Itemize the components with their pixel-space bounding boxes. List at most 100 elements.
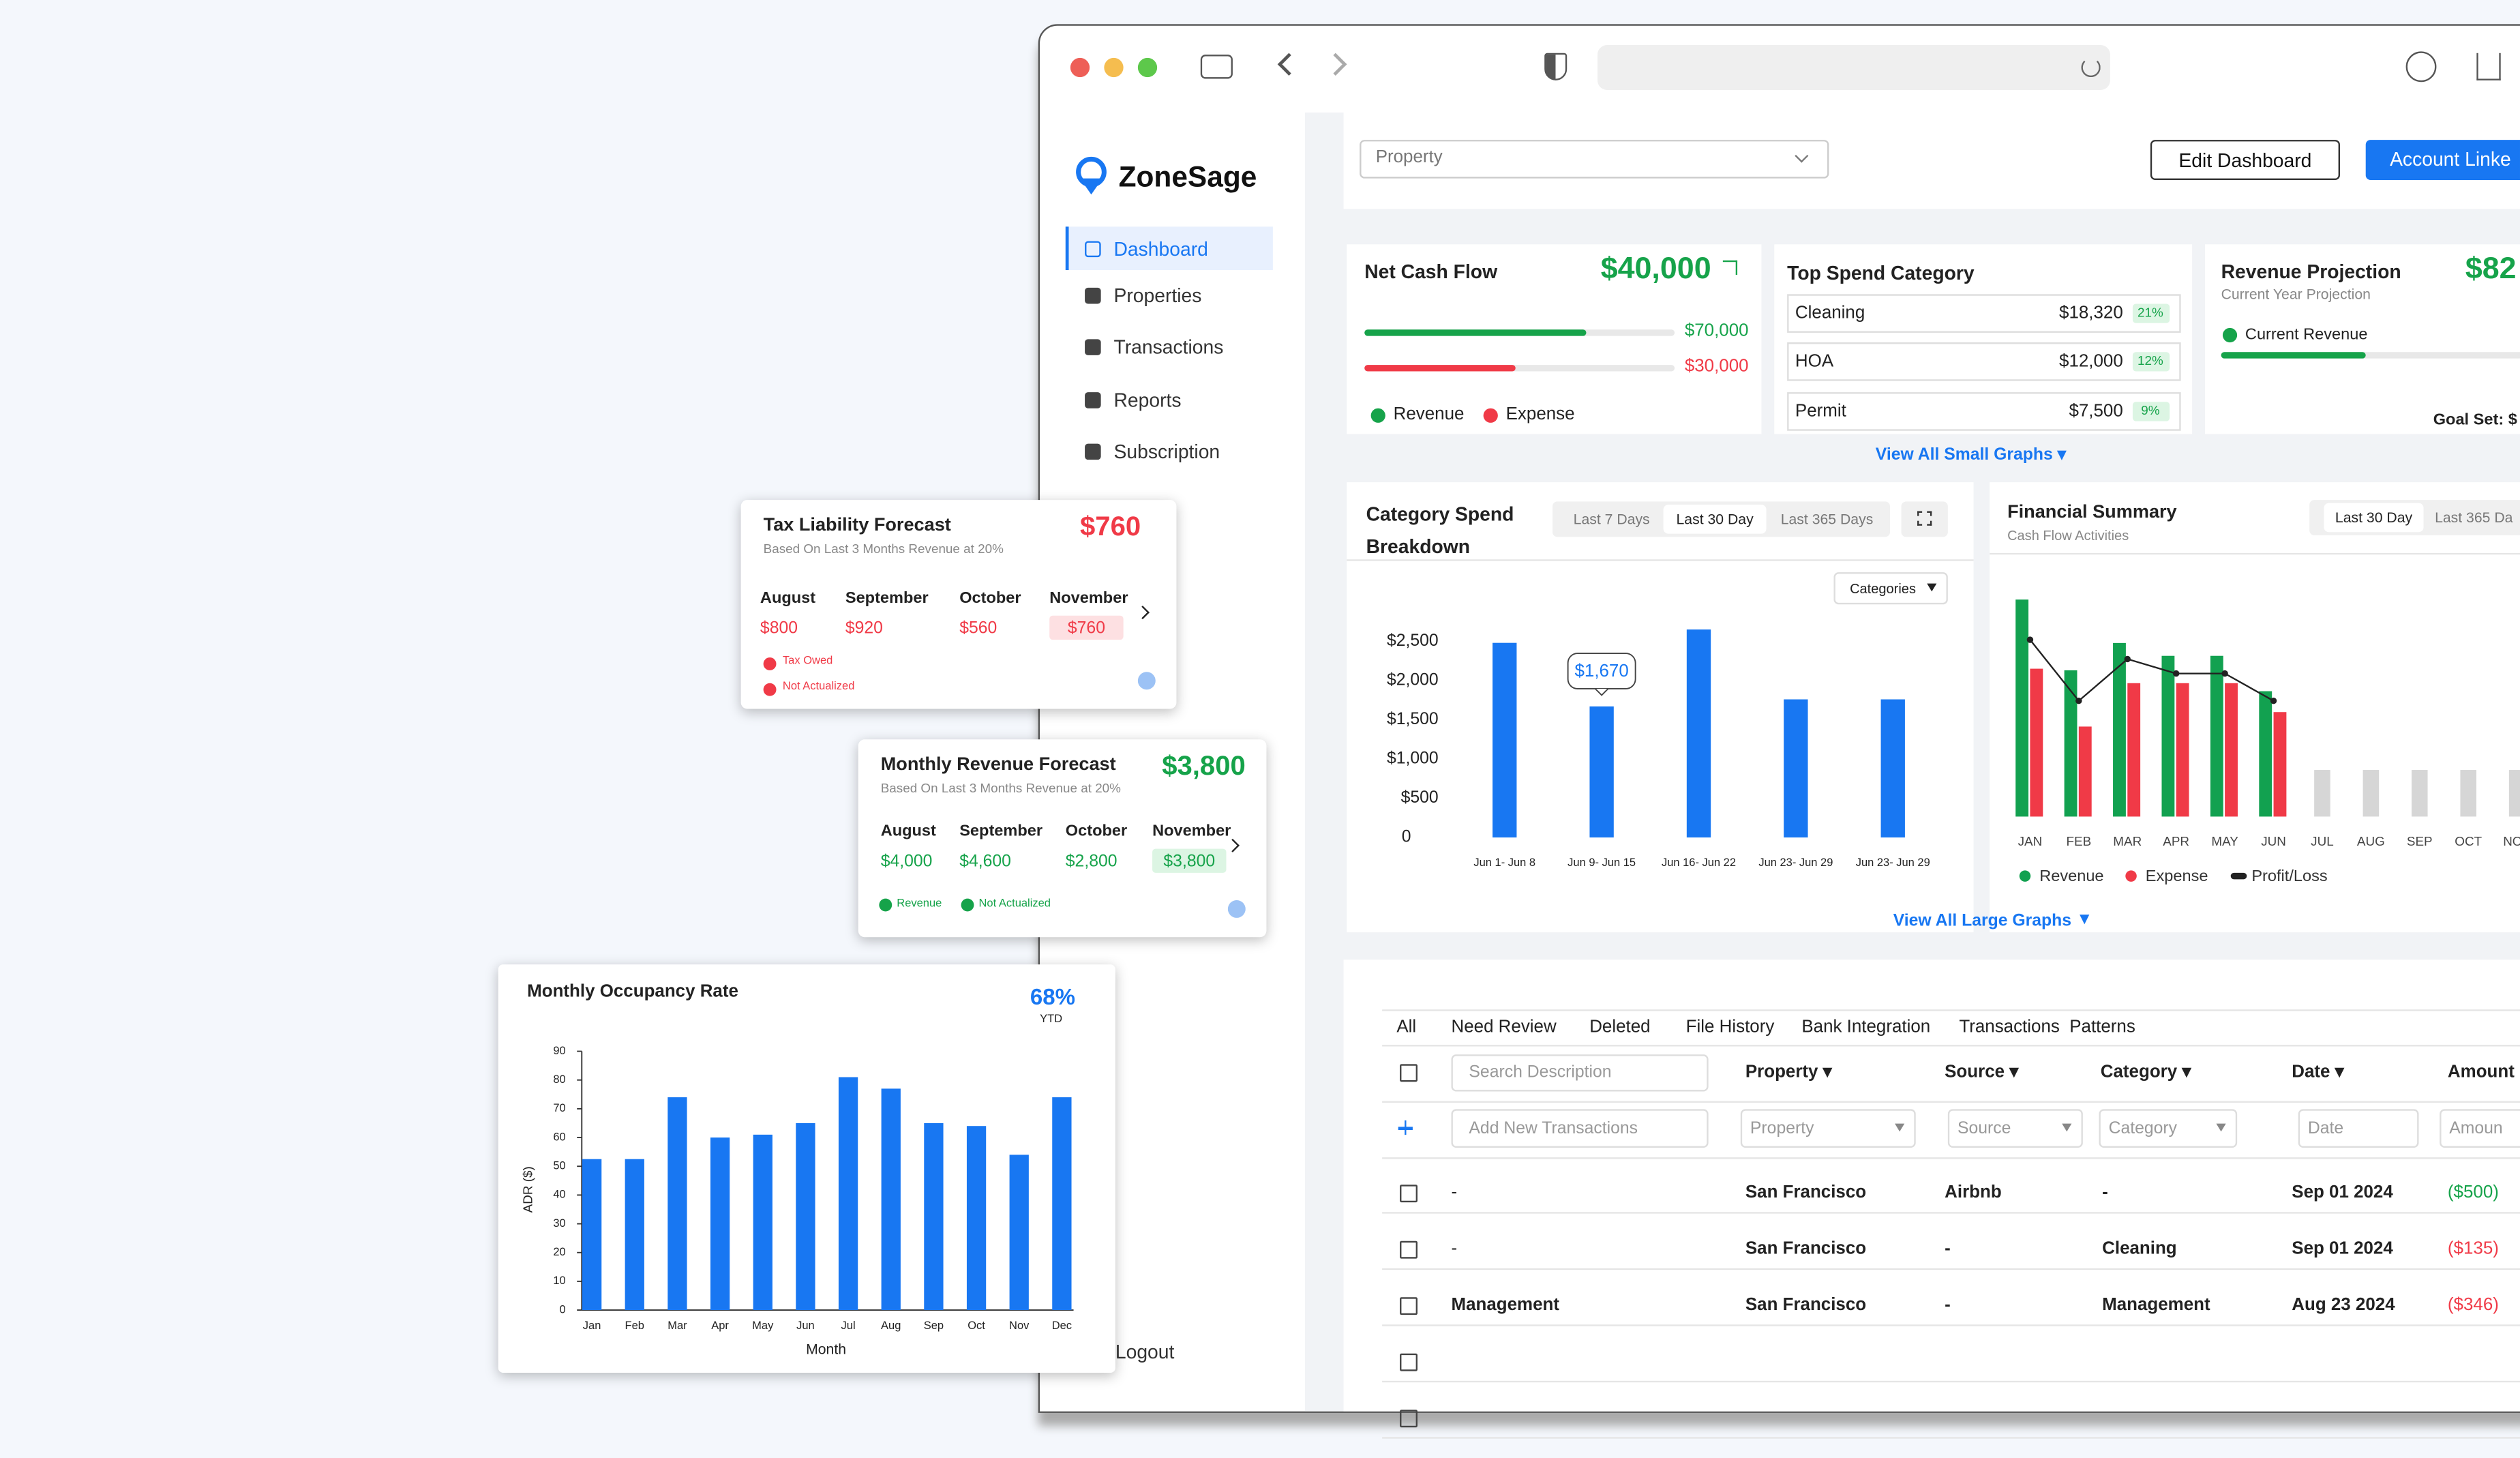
cell: - [1945,1295,1951,1315]
cell: Management [1451,1295,1560,1315]
nav-item[interactable]: Properties [1113,284,1202,308]
cell: ($500) [2447,1182,2499,1203]
search-input[interactable] [1451,1054,1709,1092]
expand-button[interactable] [1901,501,1948,537]
chart-subtitle: Cash Flow Activities [2007,527,2129,544]
download-icon[interactable] [2405,51,2437,83]
checkbox[interactable] [1400,1064,1418,1082]
progress-revenue [2221,352,2366,359]
checkbox[interactable] [1400,1410,1418,1428]
checkbox[interactable] [1400,1353,1418,1371]
month-amount: $920 [845,619,883,638]
card-subtitle: Based On Last 3 Months Revenue at 20% [763,541,1004,556]
nav-item[interactable]: Dashboard [1113,237,1208,261]
window-dot[interactable] [1104,57,1124,78]
checkbox[interactable] [1400,1240,1418,1259]
rule [1382,1268,2520,1270]
column-header[interactable]: Amount [2447,1062,2515,1082]
filter-select[interactable] [1740,1109,1916,1148]
filter-label[interactable]: Categories [1850,580,1916,597]
spend-badge [2132,303,2170,323]
add-input[interactable] [1451,1109,1709,1148]
filter-select[interactable] [2298,1109,2419,1148]
filter-select[interactable] [2440,1109,2520,1148]
sidebar-toggle-icon[interactable] [1200,55,1233,79]
tab[interactable]: All [1396,1017,1417,1037]
filter-placeholder: Amoun [2449,1118,2503,1138]
tab[interactable]: File History [1685,1017,1775,1037]
progress-expense [1364,365,1516,372]
small-graphs-link[interactable]: View All Small Graphs ▾ [1875,445,2067,465]
cell: San Francisco [1745,1239,1867,1259]
cell: - [2102,1182,2108,1203]
checkbox[interactable] [1400,1185,1418,1203]
card-title: Net Cash Flow [1364,260,1498,283]
legend-label: Revenue [897,898,942,910]
property-select[interactable] [1360,140,1829,179]
account-button-label[interactable]: Account Linke [2390,147,2511,170]
window-dot[interactable] [1070,57,1090,78]
expand-icon [1917,511,1932,526]
nav-item[interactable]: Reports [1113,389,1182,412]
card [2204,244,2520,434]
filter-placeholder: Category [2108,1118,2178,1138]
month-label: November [1152,822,1231,841]
logout[interactable]: Logout [1115,1340,1175,1363]
filter-placeholder: Source [1957,1118,2011,1138]
forecast-card [858,739,1267,938]
spend-name: Permit [1795,402,1846,421]
tab[interactable]: Last 7 Days [1573,511,1650,528]
tab[interactable]: Last 30 Day [2335,509,2413,526]
share-icon[interactable] [2476,53,2501,80]
transactions-panel [1343,959,2520,1412]
tab[interactable]: Last 365 Da [2435,509,2513,526]
column-header[interactable]: Source ▾ [1945,1062,2019,1082]
nav-item[interactable]: Transactions [1113,336,1224,359]
divider [1347,559,1974,561]
tab[interactable]: Deleted [1589,1017,1651,1037]
chart-title: Financial Summary [2007,503,2177,523]
column-header[interactable]: Property ▾ [1745,1062,1832,1082]
tab[interactable]: Last 30 Day [1676,511,1754,528]
column-header[interactable]: Category ▾ [2100,1062,2191,1082]
filter-select[interactable] [1947,1109,2083,1148]
filter-placeholder: Date [2307,1118,2344,1138]
card-value: $82 [2465,252,2517,286]
rule [1382,1101,2520,1103]
cell: San Francisco [1745,1182,1867,1203]
column-header[interactable]: Date ▾ [2292,1062,2344,1082]
filter-select[interactable] [2099,1109,2238,1148]
card-subtitle: Based On Last 3 Months Revenue at 20% [880,781,1121,796]
shield-icon [1544,53,1567,80]
card-title: Top Spend Category [1787,262,1975,285]
tab[interactable]: Last 365 Days [1780,511,1874,528]
tab[interactable]: Need Review [1451,1017,1557,1037]
rule [1382,1380,2520,1383]
legend-dot [2222,327,2238,343]
legend-label: Revenue [1393,404,1465,425]
amount-highlight [1152,848,1227,873]
card-value: $760 [1079,511,1141,542]
nav-item[interactable]: Subscription [1113,440,1220,463]
window-dot[interactable] [1137,57,1158,78]
card-title: Revenue Projection [2221,260,2401,283]
large-graphs-link[interactable]: View All Large Graphs [1893,911,2072,931]
spend-row [1787,342,2181,381]
tab[interactable]: Bank Integration [1801,1017,1931,1037]
edit-button-label[interactable]: Edit Dashboard [2178,149,2312,173]
month-label: September [845,590,929,608]
cell: - [1451,1182,1458,1203]
edit-button[interactable] [2150,140,2340,180]
address-bar[interactable] [1597,44,2110,90]
checkbox[interactable] [1400,1297,1418,1315]
spend-name: HOA [1795,352,1834,372]
reload-icon[interactable] [2081,57,2101,78]
legend-dot [763,683,777,696]
legend-label: Current Revenue [2245,326,2368,344]
goal-label: Goal Set: $ [2433,411,2517,430]
account-button[interactable] [2365,140,2520,180]
add-plus [1404,1120,1407,1135]
card-title: Tax Liability Forecast [763,516,951,535]
tab[interactable]: Transactions Patterns [1959,1017,2135,1037]
